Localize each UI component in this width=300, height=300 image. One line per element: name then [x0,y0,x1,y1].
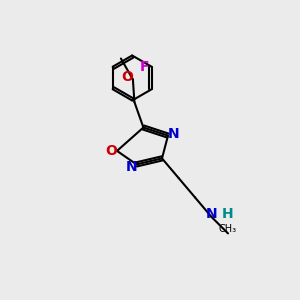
Text: CH₃: CH₃ [219,224,237,234]
Text: H: H [222,207,234,221]
Text: N: N [206,207,217,221]
Text: O: O [106,144,118,158]
Text: O: O [121,70,133,83]
Text: N: N [168,127,179,141]
Text: N: N [126,160,138,174]
Text: F: F [140,60,149,74]
